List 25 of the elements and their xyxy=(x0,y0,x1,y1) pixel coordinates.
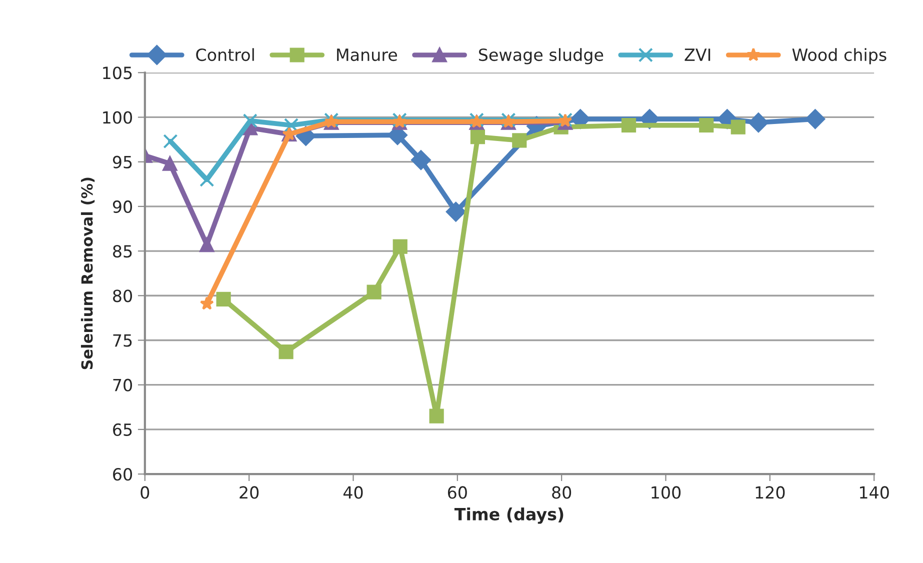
x-tick-label: 40 xyxy=(343,486,363,499)
y-tick-label: 65 xyxy=(113,423,132,436)
y-tick-label: 95 xyxy=(112,156,132,168)
x-tick-label: 80 xyxy=(552,486,572,499)
y-tick-label: 70 xyxy=(113,378,132,392)
legend-label: Sewage sludge xyxy=(478,48,604,64)
x-tick-label: 100 xyxy=(652,486,681,499)
y-tick-label: 100 xyxy=(103,111,132,124)
y-tick-label: 80 xyxy=(113,290,132,302)
y-tick-label: 75 xyxy=(113,334,132,347)
x-tick-label: 60 xyxy=(448,486,467,499)
legend-label: Manure xyxy=(337,48,398,62)
x-tick-label: 120 xyxy=(756,486,785,499)
legend-label: Wood chips xyxy=(792,48,886,64)
y-tick-label: 60 xyxy=(113,468,132,481)
y-axis-title: Selenium Removal (%) xyxy=(80,178,95,370)
x-tick-label: 20 xyxy=(240,486,259,499)
y-tick-label: 90 xyxy=(112,200,132,213)
legend-label: ZVI xyxy=(684,48,710,61)
x-tick-label: 0 xyxy=(140,486,150,499)
x-tick-label: 140 xyxy=(860,486,889,499)
y-tick-label: 105 xyxy=(103,66,132,80)
x-axis-title: Time (days) xyxy=(454,508,564,524)
y-tick-label: 85 xyxy=(113,245,132,258)
legend-label: Control xyxy=(196,48,254,62)
